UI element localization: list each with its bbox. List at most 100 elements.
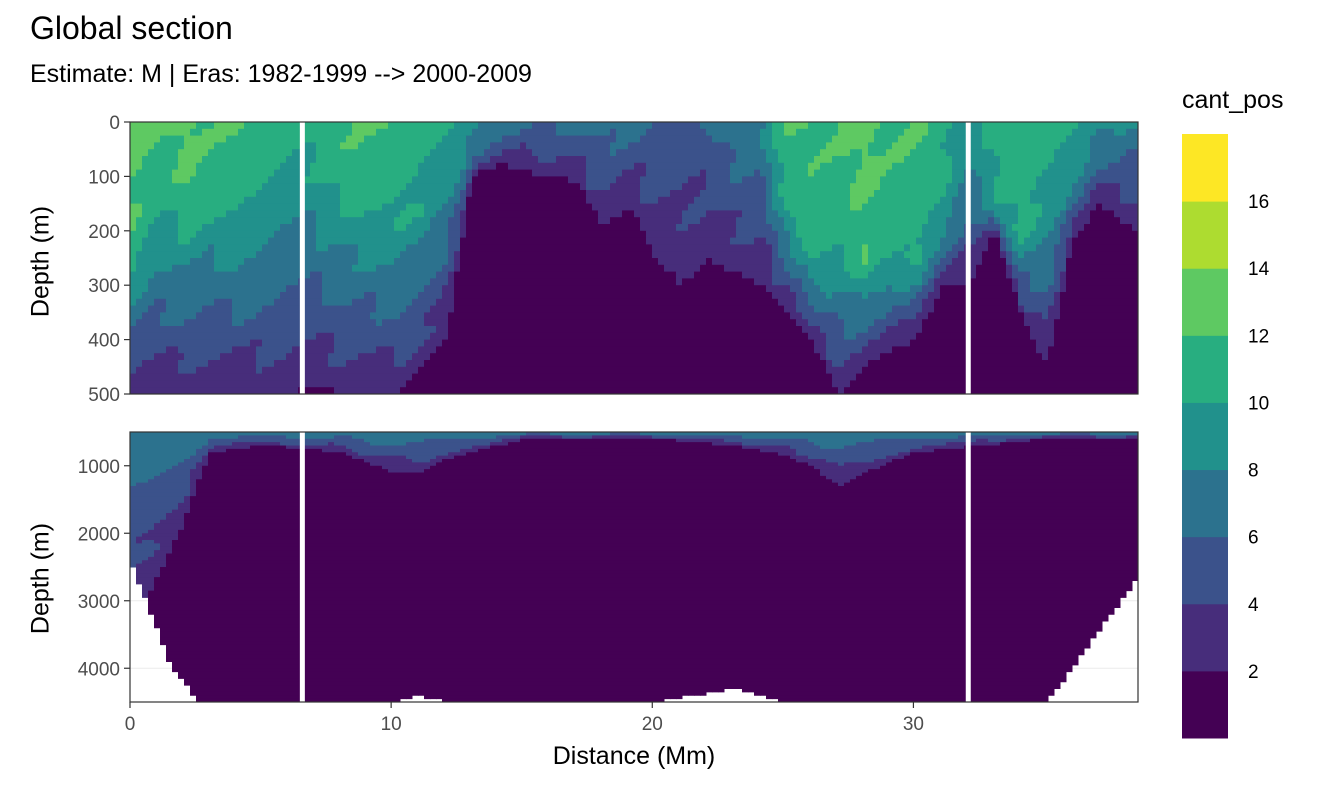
heatmap-cell xyxy=(196,285,203,293)
heatmap-cell xyxy=(868,156,875,164)
heatmap-cell xyxy=(622,278,629,286)
heatmap-cell xyxy=(316,305,323,313)
heatmap-cell xyxy=(202,332,209,341)
heatmap-cell xyxy=(556,305,563,313)
heatmap-cell xyxy=(328,251,335,259)
heatmap-cell xyxy=(532,237,539,245)
heatmap-cell xyxy=(862,169,869,177)
heatmap-cell xyxy=(418,271,425,279)
heatmap-cell xyxy=(850,156,857,164)
heatmap-cell xyxy=(460,258,467,266)
heatmap-cell xyxy=(172,312,179,320)
heatmap-cell xyxy=(628,244,635,252)
heatmap-cell xyxy=(874,156,881,164)
heatmap-cell xyxy=(862,176,869,184)
heatmap-cell xyxy=(574,224,581,232)
heatmap-cell xyxy=(832,319,839,327)
heatmap-cell xyxy=(766,360,773,368)
heatmap-cell xyxy=(226,162,233,171)
heatmap-cell xyxy=(220,203,227,211)
heatmap-cell xyxy=(700,271,707,279)
heatmap-cell xyxy=(484,373,491,381)
heatmap-cell xyxy=(172,380,179,388)
heatmap-cell xyxy=(208,346,215,354)
heatmap-cell xyxy=(436,251,443,259)
heatmap-cell xyxy=(682,292,689,300)
heatmap-cell xyxy=(670,251,677,259)
heatmap-cell xyxy=(514,346,521,354)
heatmap-cell xyxy=(724,210,731,218)
heatmap-cell xyxy=(262,339,269,347)
heatmap-cell xyxy=(832,203,839,211)
heatmap-cell xyxy=(502,346,509,354)
heatmap-cell xyxy=(628,210,635,218)
heatmap-cell xyxy=(262,271,269,279)
heatmap-cell xyxy=(328,210,335,218)
heatmap-cell xyxy=(184,319,191,327)
heatmap-cell xyxy=(556,149,563,157)
heatmap-cell xyxy=(208,339,215,347)
heatmap-cell xyxy=(730,237,737,245)
heatmap-cell xyxy=(346,183,353,191)
heatmap-cell xyxy=(352,346,359,354)
heatmap-cell xyxy=(868,251,875,259)
heatmap-cell xyxy=(352,156,359,164)
heatmap-cell xyxy=(376,360,383,368)
heatmap-cell xyxy=(544,298,551,307)
heatmap-cell xyxy=(250,217,257,225)
heatmap-cell xyxy=(730,292,737,300)
heatmap-cell xyxy=(634,298,641,307)
heatmap-cell xyxy=(142,176,149,184)
heatmap-cell xyxy=(736,380,743,388)
heatmap-cell xyxy=(472,217,479,225)
heatmap-cell xyxy=(184,149,191,157)
heatmap-cell xyxy=(826,149,833,157)
heatmap-cell xyxy=(256,176,263,184)
heatmap-cell xyxy=(214,176,221,184)
heatmap-cell xyxy=(694,210,701,218)
heatmap-cell xyxy=(280,210,287,218)
heatmap-cell xyxy=(808,319,815,327)
heatmap-cell xyxy=(700,237,707,245)
heatmap-cell xyxy=(394,156,401,164)
heatmap-cell xyxy=(772,176,779,184)
heatmap-cell xyxy=(562,292,569,300)
heatmap-cell xyxy=(544,339,551,347)
heatmap-cell xyxy=(136,244,143,252)
heatmap-cell xyxy=(232,237,239,245)
heatmap-cell xyxy=(730,190,737,198)
heatmap-cell xyxy=(442,258,449,266)
heatmap-cell xyxy=(748,203,755,211)
heatmap-cell xyxy=(826,183,833,191)
heatmap-cell xyxy=(262,251,269,259)
heatmap-cell xyxy=(508,380,515,388)
heatmap-cell xyxy=(490,312,497,320)
heatmap-cell xyxy=(784,196,791,205)
heatmap-cell xyxy=(232,298,239,307)
heatmap-cell xyxy=(382,169,389,177)
heatmap-cell xyxy=(160,360,167,368)
heatmap-cell xyxy=(586,339,593,347)
heatmap-cell xyxy=(460,319,467,327)
heatmap-cell xyxy=(826,176,833,184)
heatmap-cell xyxy=(844,190,851,198)
heatmap-cell xyxy=(358,373,365,381)
heatmap-cell xyxy=(850,339,857,347)
heatmap-cell xyxy=(172,278,179,286)
heatmap-cell xyxy=(454,360,461,368)
heatmap-cell xyxy=(550,366,557,375)
heatmap-cell xyxy=(508,285,515,293)
heatmap-cell xyxy=(652,373,659,381)
heatmap-cell xyxy=(844,210,851,218)
heatmap-cell xyxy=(754,203,761,211)
heatmap-cell xyxy=(310,264,317,273)
heatmap-cell xyxy=(784,312,791,320)
heatmap-cell xyxy=(436,319,443,327)
heatmap-cell xyxy=(478,190,485,198)
heatmap-cell xyxy=(760,326,767,334)
heatmap-cell xyxy=(532,305,539,313)
heatmap-cell xyxy=(136,387,143,394)
heatmap-cell xyxy=(172,387,179,394)
heatmap-cell xyxy=(796,264,803,273)
heatmap-cell xyxy=(262,292,269,300)
